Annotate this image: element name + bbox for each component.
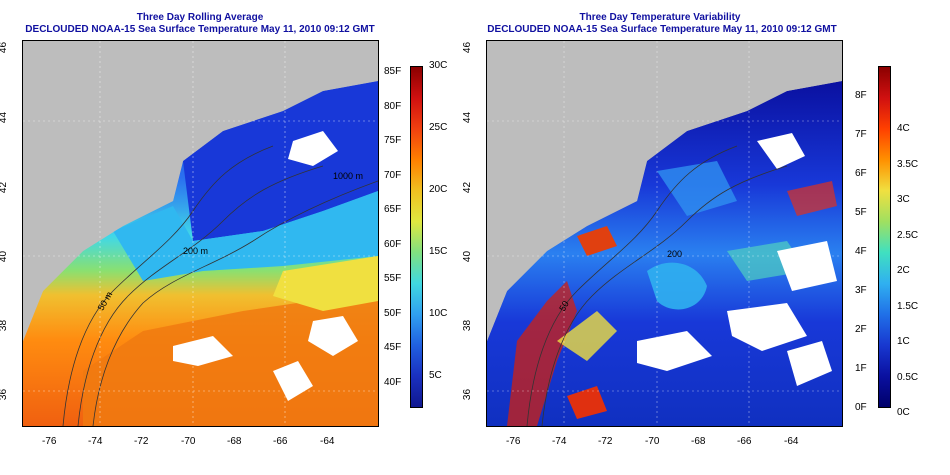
right-ytick-42: 42 [462, 181, 474, 194]
left-colorbar-f-label: 85F [384, 66, 402, 77]
left-colorbar-f-label: 60F [384, 238, 402, 250]
right-ytick-46: 46 [462, 41, 474, 54]
sst-average-map-svg [23, 41, 378, 426]
left-colorbar-f-label: 45F [384, 342, 402, 353]
right-colorbar-f-label: 7F [855, 129, 867, 140]
right-xtick--74: -74 [552, 436, 567, 447]
left-xtick--74: -74 [88, 436, 103, 447]
right-ytick-44: 44 [462, 111, 474, 124]
left-colorbar-f-label: 80F [384, 100, 402, 112]
right-colorbar-f-label: 8F [855, 90, 867, 101]
right-colorbar-f-label: 3F [855, 285, 867, 296]
right-xtick--66: -66 [737, 436, 752, 447]
right-subtitle: DECLOUDED NOAA-15 Sea Surface Temperatur… [487, 24, 837, 35]
left-colorbar-f-label: 65F [384, 204, 402, 215]
left-ytick-46: 46 [0, 41, 10, 54]
contour-label-200m: 200 m [183, 246, 209, 256]
left-xtick--66: -66 [273, 436, 288, 447]
left-colorbar-f-label: 50F [384, 307, 402, 319]
right-colorbar-f-label: 4F [855, 246, 867, 257]
right-xtick--68: -68 [691, 436, 706, 447]
right-colorbar-c-label: 3.5C [897, 158, 919, 170]
right-colorbar-f-label: 5F [855, 207, 867, 218]
contour-label-1000m: 1000 m [333, 171, 364, 181]
left-colorbar [410, 66, 423, 408]
left-ytick-38: 38 [0, 319, 10, 332]
left-xtick--68: -68 [227, 436, 242, 447]
right-colorbar [878, 66, 891, 408]
right-ytick-38: 38 [462, 319, 474, 332]
left-colorbar-c-label: 5C [429, 370, 442, 381]
left-ytick-44: 44 [0, 111, 10, 124]
sst-variability-map[interactable]: 200 50 [486, 40, 843, 427]
right-xtick--64: -64 [784, 436, 799, 447]
contour-label-200: 200 [667, 249, 683, 259]
right-colorbar-c-label: 2C [897, 265, 910, 276]
right-xtick--76: -76 [506, 436, 521, 447]
right-colorbar-c-label: 1C [897, 336, 910, 347]
right-colorbar-f-label: 6F [855, 168, 867, 179]
right-colorbar-c-label: 4C [897, 123, 910, 134]
right-ytick-36: 36 [462, 388, 474, 401]
left-ytick-40: 40 [0, 250, 10, 263]
left-colorbar-f-label: 40F [384, 376, 402, 388]
right-colorbar-c-label: 2.5C [897, 229, 919, 241]
right-xtick--70: -70 [645, 436, 660, 447]
left-colorbar-f-label: 55F [384, 273, 402, 284]
right-colorbar-c-label: 0.5C [897, 371, 919, 383]
right-colorbar-c-label: 0C [897, 407, 910, 418]
left-ytick-42: 42 [0, 181, 10, 194]
left-colorbar-c-label: 10C [429, 308, 448, 319]
right-ytick-40: 40 [462, 250, 474, 263]
sst-average-map[interactable]: 50 m 200 m 1000 m [22, 40, 379, 427]
right-colorbar-c-label: 3C [897, 194, 910, 205]
right-colorbar-c-label: 1.5C [897, 300, 919, 312]
left-xtick--72: -72 [134, 436, 149, 447]
left-colorbar-c-label: 20C [429, 184, 448, 195]
left-colorbar-c-label: 15C [429, 246, 448, 257]
left-colorbar-f-label: 70F [384, 169, 402, 181]
left-ytick-36: 36 [0, 388, 10, 401]
left-subtitle: DECLOUDED NOAA-15 Sea Surface Temperatur… [25, 24, 375, 35]
left-xtick--64: -64 [320, 436, 335, 447]
right-colorbar-f-label: 0F [855, 402, 867, 413]
right-xtick--72: -72 [598, 436, 613, 447]
left-colorbar-c-label: 25C [429, 122, 448, 133]
left-colorbar-c-label: 30C [429, 60, 448, 71]
left-xtick--76: -76 [42, 436, 57, 447]
left-xtick--70: -70 [181, 436, 196, 447]
right-colorbar-f-label: 1F [855, 363, 867, 374]
left-title: Three Day Rolling Average [136, 12, 264, 23]
sst-variability-map-svg [487, 41, 842, 426]
left-colorbar-f-label: 75F [384, 135, 402, 146]
right-title: Three Day Temperature Variability [579, 12, 741, 23]
right-colorbar-f-label: 2F [855, 324, 867, 335]
